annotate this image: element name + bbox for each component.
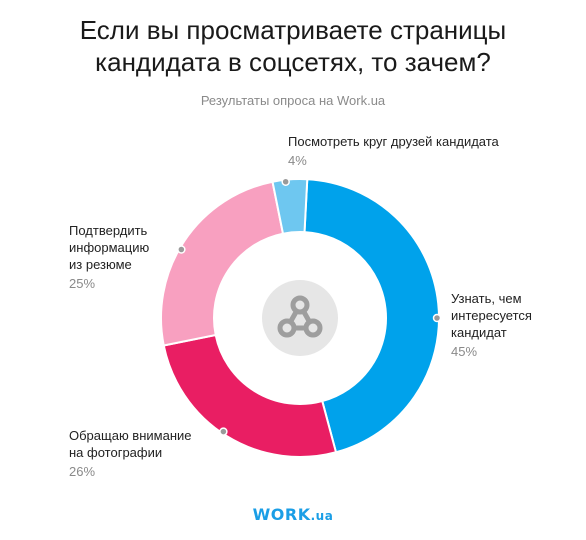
slice-label-photos: Обращаю внимание на фотографии 26% — [69, 427, 192, 480]
slice-label-friends: Посмотреть круг друзей кандидата 4% — [288, 133, 499, 169]
slice-label-line: информацию — [69, 240, 150, 255]
logo-main-text: WORK — [252, 505, 311, 524]
slice-label-line: Посмотреть круг друзей кандидата — [288, 134, 499, 149]
slice-label-line: на фотографии — [69, 445, 163, 460]
slice-value-label: 25% — [69, 276, 96, 291]
slice-label-interests: Узнать, чем интересуется кандидат 45% — [451, 290, 532, 360]
slice-label-line: из резюме — [69, 257, 132, 272]
slice-label-line: Обращаю внимание — [69, 428, 192, 443]
leader-dot — [219, 427, 228, 436]
slice-label-line: Узнать, чем — [451, 291, 522, 306]
leader-dot — [177, 245, 186, 254]
chart-subtitle: Результаты опроса на Work.ua — [200, 93, 386, 108]
chart-title-line-2: кандидата в соцсетях, то зачем? — [95, 47, 491, 77]
logo-suffix-text: .ua — [310, 509, 334, 523]
slice-resume — [160, 180, 285, 347]
slice-interests — [303, 178, 441, 454]
chart-title-line-1: Если вы просматриваете страницы — [79, 15, 507, 45]
chart-title: Если вы просматриваете страницы кандидат… — [0, 14, 586, 78]
slice-value-label: 26% — [69, 464, 96, 479]
leader-dot — [432, 313, 442, 323]
center-circle — [262, 280, 338, 356]
network-icon — [277, 295, 323, 338]
work-ua-logo: WORK.ua — [0, 505, 586, 524]
slice-photos — [162, 333, 338, 458]
slice-label-line: Подтвердить — [69, 223, 148, 238]
slice-value-label: 4% — [288, 153, 307, 168]
leader-dot — [281, 177, 290, 187]
slice-label-resume: Подтвердить информацию из резюме 25% — [69, 222, 149, 292]
slice-label-line: кандидат — [451, 325, 507, 340]
slice-label-line: интересуется — [451, 308, 532, 323]
slice-value-label: 45% — [451, 344, 478, 359]
